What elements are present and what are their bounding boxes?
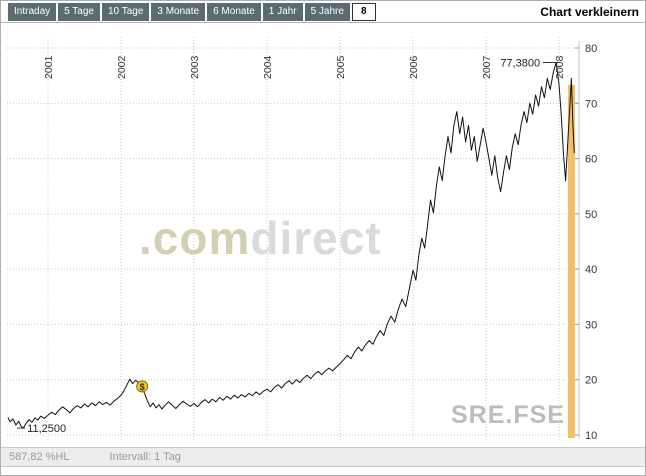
y-axis-label: 70	[585, 98, 597, 110]
status-bar: 587,82 %HL Intervall: 1 Tag	[1, 447, 645, 467]
dividend-marker[interactable]	[136, 380, 149, 393]
tab-5-jahre[interactable]: 5 Jahre	[304, 2, 350, 21]
high-annotation: 77,3800	[500, 57, 540, 69]
tab-5-tage[interactable]: 5 Tage	[58, 2, 100, 21]
range-tabs-bar: Intraday 5 Tage 10 Tage 3 Monate 6 Monate 1 J…	[1, 1, 645, 23]
y-axis-label: 10	[585, 430, 597, 442]
ticker-symbol: SRE.FSE	[451, 401, 565, 429]
chart-area: .comdirect SRE.FSE 10 20 30 40 50 60 70 80 2001 2…	[1, 23, 645, 447]
watermark-direct: direct	[250, 212, 382, 264]
tab-1-jahr[interactable]: 1 Jahr	[262, 2, 303, 21]
chart-verkleinern-link[interactable]: Chart verkleinern	[540, 4, 639, 19]
x-axis-label: 2005	[335, 55, 347, 79]
tab-6-monate[interactable]: 6 Monate	[207, 2, 261, 21]
y-axis-label: 30	[585, 319, 597, 331]
y-axis-label: 50	[585, 209, 597, 221]
tab-10-tage[interactable]: 10 Tage	[101, 2, 150, 21]
tab-8[interactable]: 8	[351, 2, 376, 21]
hl-percent-value: 587,82 %HL	[9, 451, 70, 463]
x-axis-label: 2001	[43, 55, 55, 79]
x-axis-label: 2008	[554, 55, 566, 79]
price-line	[7, 62, 575, 429]
current-price-bar	[567, 85, 575, 438]
y-axis-label: 80	[585, 43, 597, 55]
x-axis-label: 2002	[116, 55, 128, 79]
tab-3-monate[interactable]: 3 Monate	[151, 2, 206, 21]
y-axis-label: 20	[585, 375, 597, 387]
low-annotation: 11,2500	[27, 423, 66, 435]
dividend-marker-label: $	[140, 382, 145, 392]
range-tabs: Intraday 5 Tage 10 Tage 3 Monate 6 Monate 1 J…	[8, 2, 378, 21]
x-axis-label: 2004	[262, 55, 274, 79]
x-axis-label: 2007	[481, 55, 493, 79]
tab-intraday[interactable]: Intraday	[8, 2, 57, 21]
y-axis-label: 40	[585, 264, 597, 276]
price-chart: 10 20 30 40 50 60 70 80 2001 2002 2003 2004 2005 2006…	[7, 37, 597, 442]
y-axis-label: 60	[585, 154, 597, 166]
x-axis-label: 2003	[189, 55, 201, 79]
x-axis-label: 2006	[408, 55, 420, 79]
interval-label: Intervall: 1 Tag	[109, 451, 181, 463]
